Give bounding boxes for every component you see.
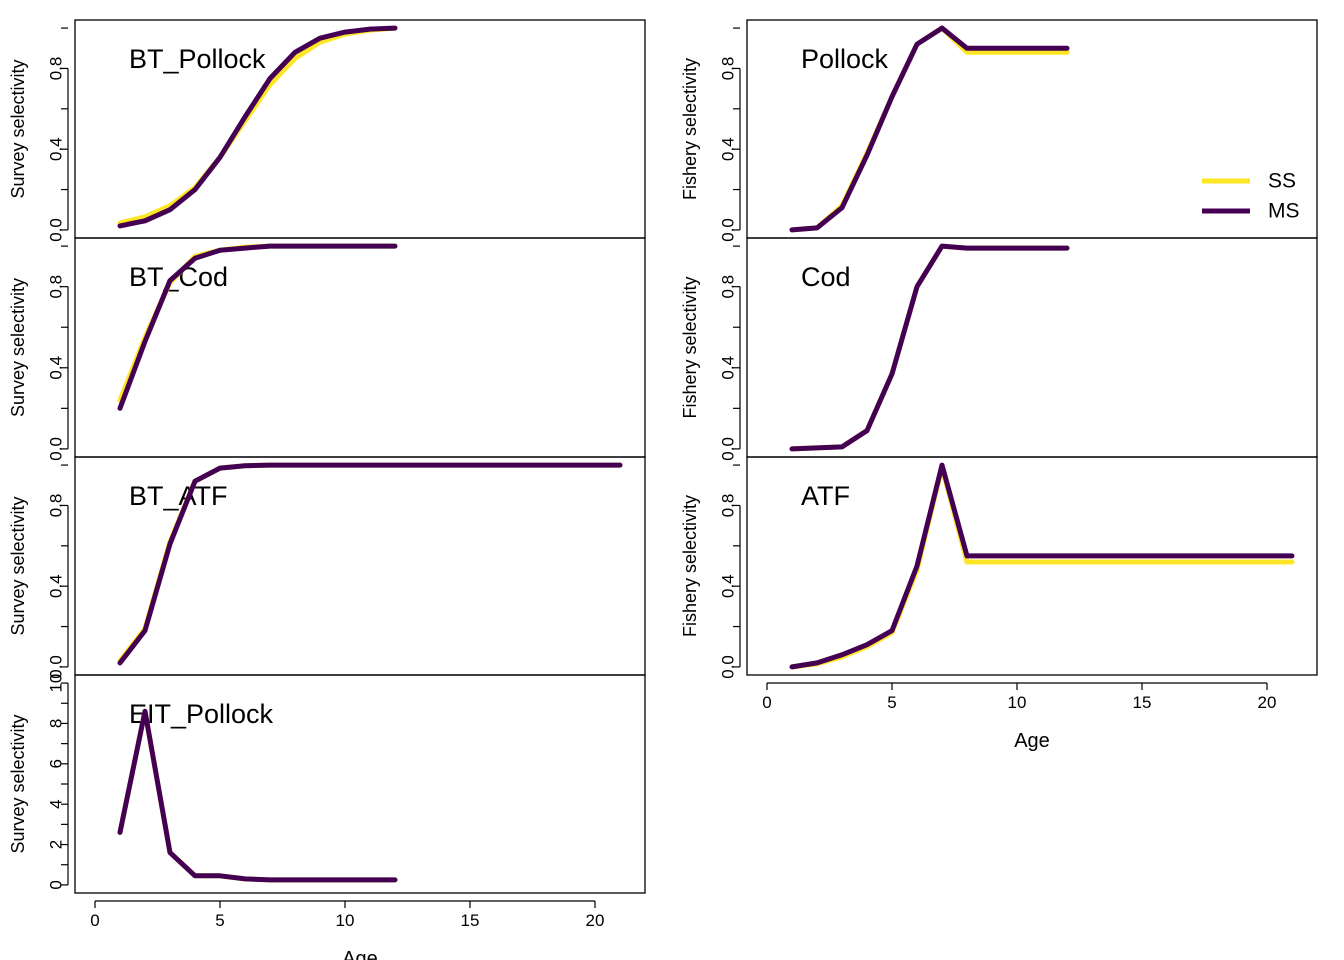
panel-bt-pollock: 0.0 0.4 0.8 Survey selectivity BT_Pollock <box>8 19 646 242</box>
y-tick-label: 0.4 <box>47 574 66 598</box>
y-tick-label: 2 <box>47 840 66 849</box>
y-tick-label: 0.4 <box>719 356 738 380</box>
y-axis-label: Survey selectivity <box>8 496 28 635</box>
y-tick-label: 0.4 <box>47 356 66 380</box>
y-tick-label: 0.0 <box>719 437 738 461</box>
panel-title: Cod <box>801 262 851 292</box>
y-tick-label: 6 <box>47 759 66 768</box>
panel-title: BT_ATF <box>129 481 228 511</box>
y-tick-label: 0.8 <box>719 275 738 299</box>
series-line-ms <box>117 25 398 229</box>
series-line-ss <box>789 464 1295 670</box>
series-line-ms <box>789 243 1070 452</box>
series-line-ms <box>789 25 1070 233</box>
panel-eit-pollock: 0 2 4 6 8 10 Survey selectivity EIT_Pollock 0 5 10… <box>8 674 646 960</box>
y-tick-label: 0.8 <box>47 57 66 81</box>
panel-title: EIT_Pollock <box>129 699 274 729</box>
panel-pollock: 0.0 0.4 0.8 Fishery selectivity Pollock SS MS <box>680 19 1318 242</box>
series-line-ms <box>117 243 398 411</box>
y-tick-label: 0.8 <box>719 57 738 81</box>
y-tick-label: 4 <box>47 799 66 808</box>
y-tick-label: 0.4 <box>47 137 66 161</box>
y-tick-label: 0.0 <box>719 218 738 242</box>
y-tick-label: 10 <box>47 674 66 693</box>
y-axis-label: Survey selectivity <box>8 59 28 198</box>
y-tick-label: 0.8 <box>719 494 738 518</box>
legend-label: MS <box>1268 200 1300 223</box>
series-line-ms <box>117 462 623 666</box>
y-tick-label: 8 <box>47 719 66 728</box>
x-tick-label: 15 <box>461 911 480 930</box>
panel-bt-atf: 0.0 0.4 0.8 Survey selectivity BT_ATF <box>8 456 646 679</box>
x-tick-label: 0 <box>762 693 771 712</box>
panel-title: BT_Pollock <box>129 44 266 74</box>
y-tick-label: 0.0 <box>47 218 66 242</box>
panel-atf: 0.0 0.4 0.8 Fishery selectivity ATF 0 5 10 15 20 A… <box>680 456 1318 752</box>
x-tick-label: 20 <box>586 911 605 930</box>
series-line-ms <box>789 462 1295 670</box>
y-axis-label: Survey selectivity <box>8 278 28 417</box>
y-tick-label: 0.8 <box>47 275 66 299</box>
y-axis-label: Survey selectivity <box>8 714 28 853</box>
x-axis-label: Age <box>1014 730 1050 752</box>
y-tick-label: 0.0 <box>719 655 738 679</box>
x-tick-label: 5 <box>215 911 224 930</box>
y-tick-label: 0.4 <box>719 137 738 161</box>
series-line-ms <box>117 708 398 883</box>
x-tick-label: 10 <box>336 911 355 930</box>
x-tick-label: 5 <box>887 693 896 712</box>
y-tick-label: 0.0 <box>47 655 66 679</box>
y-axis-label: Fishery selectivity <box>680 495 700 637</box>
y-axis-label: Fishery selectivity <box>680 58 700 200</box>
x-tick-label: 10 <box>1008 693 1027 712</box>
legend: SS MS <box>1202 170 1300 223</box>
panel-frame <box>746 456 1318 676</box>
panel-cod: 0.0 0.4 0.8 Fishery selectivity Cod <box>680 237 1318 461</box>
panel-title: ATF <box>801 481 850 511</box>
x-axis-label: Age <box>342 948 378 960</box>
y-tick-label: 0.4 <box>719 574 738 598</box>
y-tick-label: 0.0 <box>47 437 66 461</box>
legend-label: SS <box>1268 170 1296 193</box>
panel-title: Pollock <box>801 44 889 74</box>
y-axis-label: Fishery selectivity <box>680 276 700 418</box>
panel-frame <box>74 674 646 894</box>
x-tick-label: 20 <box>1258 693 1277 712</box>
x-tick-label: 0 <box>90 911 99 930</box>
x-tick-label: 15 <box>1133 693 1152 712</box>
y-tick-label: 0.8 <box>47 494 66 518</box>
y-tick-label: 0 <box>47 880 66 889</box>
